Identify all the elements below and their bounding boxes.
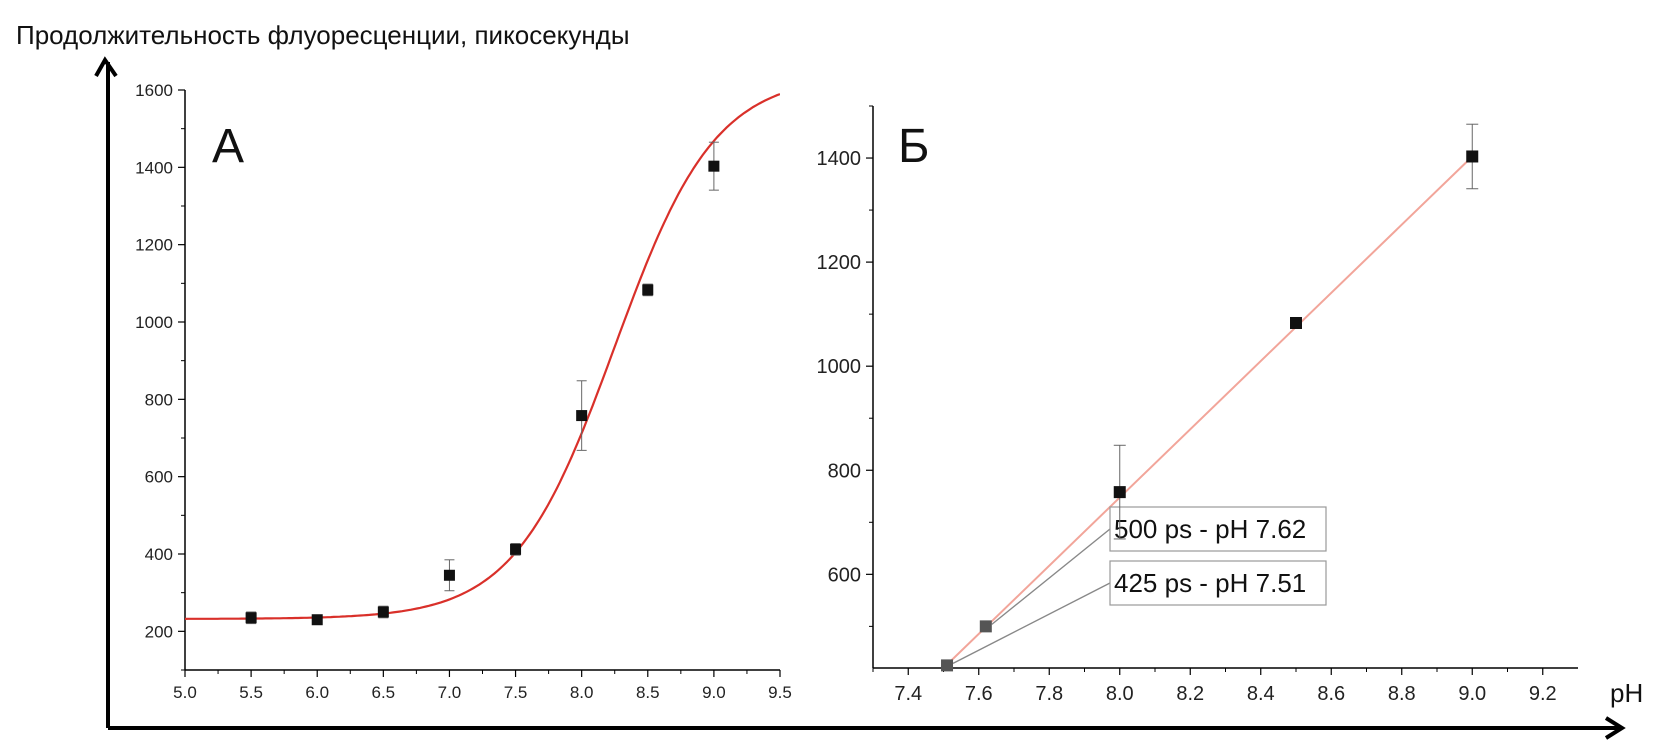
annotation-box [1109, 560, 1327, 606]
panel-a-x-tick-label: 8.5 [636, 683, 660, 702]
panel-a-ticks [178, 89, 781, 677]
panel-b-fit-line [942, 155, 1473, 669]
panel-a-points [245, 141, 720, 626]
panel-a-x-tick-label: 8.0 [570, 683, 594, 702]
panel-b-fit [942, 155, 1473, 669]
panel-b-y-tick-label: 1400 [817, 148, 862, 170]
panel-b-y-tick-label: 600 [828, 564, 861, 586]
panel-a-x-tick-label: 7.5 [504, 683, 528, 702]
panel-a-data-point [708, 160, 720, 172]
panel-a-y-tick-label: 400 [145, 545, 173, 564]
outer-y-arrow [94, 56, 118, 78]
annotation-leader-line [952, 582, 1111, 665]
panel-a-y-tick-label: 600 [145, 468, 173, 487]
panel-b-tick-labels: 7.4 7.6 7.8 8.0 8.2 8.4 8.6 8.8 9.0 9.2 600 800 1000… [817, 148, 1557, 705]
panel-a-data-point [576, 410, 588, 422]
outer-axes [94, 56, 1626, 740]
panel-a-data-point [311, 614, 323, 626]
panel-b-x-tick-label: 9.0 [1458, 683, 1486, 705]
panel-a-tick-labels: 5.0 5.5 6.0 6.5 7.0 7.5 8.0 8.5 9.0 9.5 200 400 600 8… [135, 81, 792, 702]
panel-b-x-tick-label: 8.2 [1176, 683, 1204, 705]
panel-a: А 5.0 5.5 6.0 6.5 7.0 7.5 8.0 8.5 9.0 9.5 200 400 60… [135, 81, 792, 702]
panel-b-x-tick-label: 8.6 [1317, 683, 1345, 705]
panel-b-data-point [941, 659, 954, 672]
panel-b-x-tick-label: 8.0 [1106, 683, 1134, 705]
panel-b-y-tick-label: 800 [828, 460, 861, 482]
annotation-label: 425 ps - pH 7.51 [1114, 568, 1306, 598]
panel-a-data-point [245, 612, 257, 624]
panel-a-x-tick-label: 5.5 [239, 683, 263, 702]
panel-a-data-point [377, 606, 389, 618]
y-axis-title: Продолжительность флуоресценции, пикосек… [16, 20, 630, 50]
panel-a-y-tick-label: 200 [145, 622, 173, 641]
panel-a-y-tick-label: 1200 [135, 236, 173, 255]
panel-b-points [941, 123, 1479, 672]
panel-a-x-tick-label: 6.0 [305, 683, 329, 702]
panel-b-y-tick-label: 1200 [817, 252, 862, 274]
panel-a-label: А [212, 120, 244, 173]
panel-b-data-point [1113, 486, 1126, 499]
panel-a-x-tick-label: 7.0 [438, 683, 462, 702]
panel-b-x-tick-label: 7.8 [1035, 683, 1063, 705]
panel-b-x-tick-label: 8.4 [1247, 683, 1275, 705]
panel-a-y-tick-label: 1000 [135, 313, 173, 332]
panel-b-y-tick-label: 1000 [817, 356, 862, 378]
panel-a-y-tick-label: 1400 [135, 158, 173, 177]
panel-b-label: Б [898, 120, 930, 173]
panel-a-fit-curve [185, 93, 780, 620]
annotation-label: 500 ps - pH 7.62 [1114, 514, 1306, 544]
panel-a-x-tick-label: 9.5 [768, 683, 792, 702]
panel-a-x-tick-label: 6.5 [372, 683, 396, 702]
panel-b-data-point [1466, 150, 1479, 163]
panel-a-data-point [510, 543, 522, 555]
annotation-box [1109, 506, 1327, 552]
panel-b: Б 7.4 7.6 7.8 8.0 8.2 8.4 8.6 8.8 9.0 9.2 600 800 10… [817, 105, 1578, 705]
panel-b-x-tick-label: 7.6 [965, 683, 993, 705]
panel-b-data-point [979, 620, 992, 633]
panel-a-y-tick-label: 800 [145, 390, 173, 409]
panel-b-annotations: 500 ps - pH 7.62 425 ps - pH 7.51 [952, 506, 1327, 665]
outer-x-arrow [1604, 716, 1626, 740]
panel-a-x-tick-label: 5.0 [173, 683, 197, 702]
panel-a-data-point [642, 284, 654, 296]
panel-a-x-tick-label: 9.0 [702, 683, 726, 702]
panel-b-x-tick-label: 7.4 [894, 683, 922, 705]
x-axis-title: pH [1610, 678, 1643, 708]
annotation-leader-line [991, 528, 1111, 625]
panel-a-data-point [443, 569, 455, 581]
panel-a-y-tick-label: 1600 [135, 81, 173, 100]
panel-b-data-point [1290, 316, 1302, 329]
panel-a-fit [185, 93, 780, 620]
panel-b-x-tick-label: 9.2 [1529, 683, 1557, 705]
panel-b-x-tick-label: 8.8 [1388, 683, 1416, 705]
